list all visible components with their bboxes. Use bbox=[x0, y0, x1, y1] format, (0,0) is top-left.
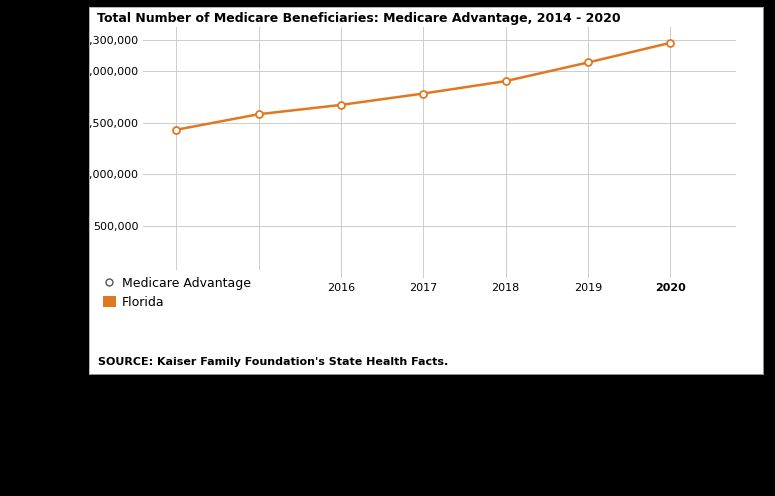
Text: SOURCE: Kaiser Family Foundation's State Health Facts.: SOURCE: Kaiser Family Foundation's State… bbox=[98, 357, 449, 367]
Text: Total Number of Medicare Beneficiaries: Medicare Advantage, 2014 - 2020: Total Number of Medicare Beneficiaries: … bbox=[97, 12, 621, 25]
Legend: Medicare Advantage, Florida: Medicare Advantage, Florida bbox=[103, 277, 251, 309]
